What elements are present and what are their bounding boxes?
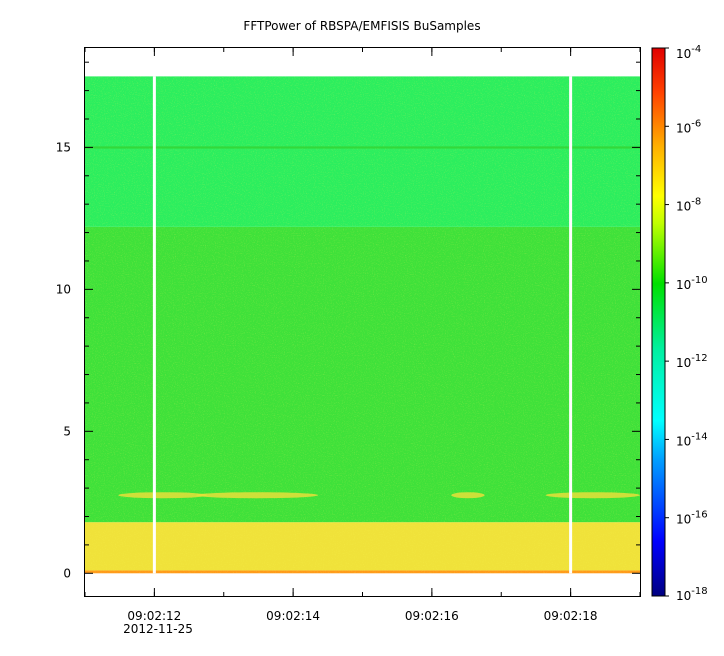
colorbar-tick-exponent: -12 <box>691 353 707 364</box>
data-gap-1 <box>569 76 573 574</box>
x-tick-label: 09:02:14 <box>266 609 320 623</box>
x-axis: 09:02:12 09:02:14 09:02:16 09:02:18 <box>84 48 641 623</box>
colorbar-tick-label: 10-18 <box>676 586 708 603</box>
x-tick-label: 09:02:12 <box>127 609 181 623</box>
colorbar-tick-base: 10 <box>676 434 691 448</box>
colorbar-tick-label: 10-14 <box>676 431 708 448</box>
colorbar-tick-exponent: -6 <box>691 118 701 129</box>
spectrogram-band-texture-3 <box>85 76 640 227</box>
y-tick-label: 15 <box>56 140 71 154</box>
y-tick-label: 0 <box>63 566 71 580</box>
wave-feature-2 <box>451 492 485 499</box>
y-tick-label: 5 <box>63 424 71 438</box>
colorbar-tick-label: 10-10 <box>676 275 708 292</box>
data-gap-0 <box>152 76 156 574</box>
colorbar-tick-exponent: -18 <box>691 586 707 597</box>
plot-frame <box>84 47 641 597</box>
colorbar-tick-base: 10 <box>676 47 691 61</box>
spectrogram-band-texture-2 <box>85 226 640 523</box>
colorbar-tick-label: 10-4 <box>676 44 701 61</box>
colorbar-tick-exponent: -8 <box>691 197 701 208</box>
x-tick-label: 09:02:18 <box>544 609 598 623</box>
y-tick-label: 10 <box>56 282 71 296</box>
spectrogram-band-texture-0 <box>85 570 640 574</box>
colorbar-tick-base: 10 <box>676 513 691 527</box>
colorbar-tick-label: 10-16 <box>676 510 708 527</box>
wave-feature-1 <box>195 492 319 499</box>
colorbar-tick-base: 10 <box>676 121 691 135</box>
colorbar-tick-exponent: -16 <box>691 510 707 521</box>
colorbar-tick-base: 10 <box>676 589 691 603</box>
y-axis: 0 5 10 15 <box>56 61 640 580</box>
colorbar-tick-exponent: -14 <box>691 431 707 442</box>
colorbar <box>651 47 666 597</box>
x-tick-label: 09:02:16 <box>405 609 459 623</box>
colorbar-tick-label: 10-12 <box>676 353 708 370</box>
chart-title: FFTPower of RBSPA/EMFISIS BuSamples <box>243 19 480 33</box>
colorbar-tick-exponent: -4 <box>691 44 701 55</box>
colorbar-tick-base: 10 <box>676 200 691 214</box>
colorbar-tick-base: 10 <box>676 278 691 292</box>
colorbar-tick-base: 10 <box>676 356 691 370</box>
wave-feature-0 <box>118 492 208 499</box>
wave-feature-3 <box>545 492 640 499</box>
x-date-label: 2012-11-25 <box>123 622 193 636</box>
colorbar-tick-exponent: -10 <box>691 275 707 286</box>
colorbar-tick-label: 10-8 <box>676 197 701 214</box>
spectral-line <box>85 146 640 149</box>
colorbar-tick-label: 10-6 <box>676 118 701 135</box>
spectrogram-band-texture-1 <box>85 522 640 571</box>
plot-area <box>85 76 640 574</box>
